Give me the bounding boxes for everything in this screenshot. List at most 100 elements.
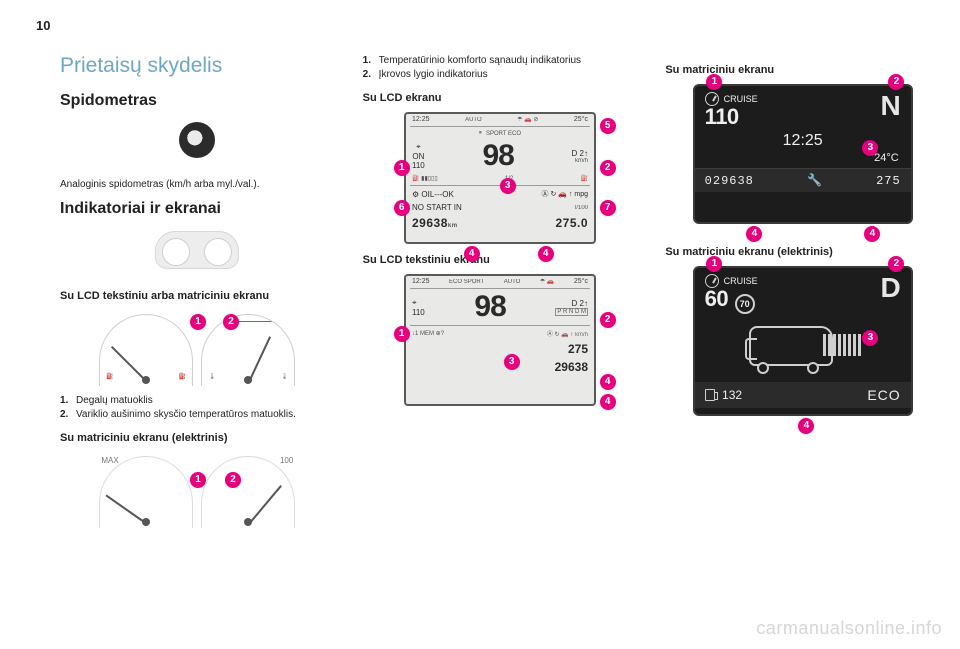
lcd-mpg: mpg <box>574 191 588 198</box>
list-text: Variklio aušinimo skysčio temperatūros m… <box>76 408 296 422</box>
callout-marker: 2 <box>223 314 239 330</box>
lcd2-auto: AUTO <box>504 279 521 285</box>
figure-matrix-electric-screen: CRUISE 60 70 D <box>665 266 940 416</box>
cruise-icon: ⌖ <box>416 142 421 152</box>
lcd2-gear: D 2↑ <box>572 299 588 308</box>
list-number: 1. <box>363 54 379 68</box>
callout-marker: 4 <box>864 226 880 242</box>
callout-marker: 4 <box>798 418 814 434</box>
gauge-label-max: MAX <box>101 456 118 465</box>
list-number: 2. <box>363 68 379 82</box>
lcd-gear: D 2↑ <box>572 149 588 158</box>
matrix-temp: 24°C <box>874 152 899 164</box>
list-item: 2. Variklio aušinimo skysčio temperatūro… <box>60 408 335 422</box>
list-text: Degalų matuoklis <box>76 394 153 408</box>
list-item: 2. Įkrovos lygio indikatorius <box>363 68 638 82</box>
lcd-time: 12:25 <box>412 116 430 123</box>
callout-marker: 1 <box>394 160 410 176</box>
lcd-auto-label: AUTO <box>465 117 482 123</box>
lcd-trip: 275.0 <box>555 216 588 230</box>
callout-marker: 1 <box>190 472 206 488</box>
speedometer-icon <box>159 120 235 160</box>
gauges-legend-list: 1. Degalų matuoklis 2. Variklio aušinimo… <box>60 394 335 422</box>
matrix2-eco-label: ECO <box>867 387 900 403</box>
heading-spidometras: Spidometras <box>60 92 335 110</box>
content-columns: Prietaisų skydelis Spidometras Analogini… <box>0 0 960 544</box>
lcd-odo-unit: km <box>448 223 458 229</box>
matrix-trip: 275 <box>876 174 901 188</box>
figure-two-gauges-electric: MAX 100 1 2 <box>60 452 335 536</box>
list-text: Įkrovos lygio indikatorius <box>379 68 488 82</box>
callout-marker: 4 <box>746 226 762 242</box>
heading-gauges-electric: Su matriciniu ekranu (elektrinis) <box>60 432 335 444</box>
charge-gauge-dial <box>201 456 295 528</box>
lcd-screen-image: 12:25 AUTO ☂ 🚗 ⊘ 25°c ⏸ SPORT ECO ⌖ ON 1… <box>404 112 596 244</box>
column-1: Prietaisų skydelis Spidometras Analogini… <box>60 54 335 544</box>
lcd-unit: km/h <box>575 158 588 164</box>
callout-marker: 2 <box>225 472 241 488</box>
power-gauge-dial <box>99 456 193 528</box>
lcd-oil-ok: OIL---OK <box>421 190 453 199</box>
matrix2-range: 132 <box>722 388 742 402</box>
matrix2-cruise-value: 60 <box>705 286 728 311</box>
lcd2-prnd: P R N D M <box>555 308 588 316</box>
callout-marker: 1 <box>394 326 410 342</box>
matrix-gear: N <box>880 92 900 120</box>
page-number: 10 <box>36 18 50 33</box>
list-item: 1. Temperatūrinio komforto sąnaudų indik… <box>363 54 638 68</box>
lcd2-eco-sport: ECO SPORT <box>449 279 484 285</box>
coolant-gauge-dial: 🌡🌡 <box>201 314 295 386</box>
lcd-l100: l/100 <box>575 205 588 211</box>
callout-marker: 2 <box>600 160 616 176</box>
lcd2-trip: 275 <box>568 342 588 356</box>
heading-indicators: Indikatoriai ir ekranai <box>60 200 335 218</box>
lcd2-cruise: 110 <box>412 308 425 317</box>
callout-marker: 2 <box>600 312 616 328</box>
callout-marker: 3 <box>500 178 516 194</box>
figure-cluster-icon <box>60 228 335 280</box>
figure-lcd-screen: 12:25 AUTO ☂ 🚗 ⊘ 25°c ⏸ SPORT ECO ⌖ ON 1… <box>363 112 638 244</box>
matrix-odometer: 029638 <box>705 174 754 188</box>
matrix-electric-screen-image: CRUISE 60 70 D <box>693 266 913 416</box>
van-battery-graphic <box>695 314 911 382</box>
figure-speedometer-icon <box>60 120 335 170</box>
wrench-icon: 🔧 <box>807 173 823 188</box>
callout-marker: 4 <box>600 394 616 410</box>
temp-charge-list: 1. Temperatūrinio komforto sąnaudų indik… <box>363 54 638 82</box>
callout-marker: 4 <box>538 246 554 262</box>
column-3: Su matriciniu ekranu CRUISE 110 N 12:25 <box>665 54 940 544</box>
page-title: Prietaisų skydelis <box>60 54 335 78</box>
heading-gauges-lcd-matrix: Su LCD tekstiniu arba matriciniu ekranu <box>60 290 335 302</box>
instrument-cluster-icon <box>152 228 242 272</box>
lcd2-speed: 98 <box>474 292 505 322</box>
fuel-gauge-dial: ⛽⛽ <box>99 314 193 386</box>
heading-lcd-screen: Su LCD ekranu <box>363 92 638 104</box>
lcd-fuel-bars: ▮▮▯▯▯ <box>421 176 438 182</box>
cruise-icon <box>705 92 719 106</box>
lcd-odometer: 29638 <box>412 216 448 230</box>
figure-lcd-text-screen: 12:25 ECO SPORT AUTO ☂ 🚗 25°c ⌖ 110 98 D… <box>363 274 638 406</box>
callout-marker: 7 <box>600 200 616 216</box>
column-2: 1. Temperatūrinio komforto sąnaudų indik… <box>363 54 638 544</box>
callout-marker: 5 <box>600 118 616 134</box>
heading-lcd-text-screen: Su LCD tekstiniu ekranu <box>363 254 638 266</box>
lcd2-kmh: km/h <box>575 332 588 338</box>
lcd2-mem: 1 MEM <box>415 331 434 337</box>
matrix-screen-image: CRUISE 110 N 12:25 24°C 029638 🔧 275 <box>693 84 913 224</box>
list-text: Temperatūrinio komforto sąnaudų indikato… <box>379 54 581 68</box>
watermark-text: carmanualsonline.info <box>756 618 942 639</box>
figure-matrix-screen: CRUISE 110 N 12:25 24°C 029638 🔧 275 <box>665 84 940 224</box>
fuel-pump-icon <box>705 389 715 401</box>
gauge-label-100: 100 <box>280 456 293 465</box>
callout-marker: 4 <box>600 374 616 390</box>
list-number: 1. <box>60 394 76 408</box>
lcd2-temp: 25°c <box>574 278 588 285</box>
matrix-cruise-value: 110 <box>705 106 739 128</box>
cruise-icon <box>705 274 719 288</box>
matrix-time: 12:25 <box>783 132 823 149</box>
lcd-text-screen-image: 12:25 ECO SPORT AUTO ☂ 🚗 25°c ⌖ 110 98 D… <box>404 274 596 406</box>
figure-two-gauges: ⛽⛽ 🌡🌡 12 <box>60 310 335 386</box>
lcd-on: ON <box>412 152 424 161</box>
matrix2-cruise-label: CRUISE <box>724 276 758 286</box>
matrix-cruise-label: CRUISE <box>724 94 758 104</box>
